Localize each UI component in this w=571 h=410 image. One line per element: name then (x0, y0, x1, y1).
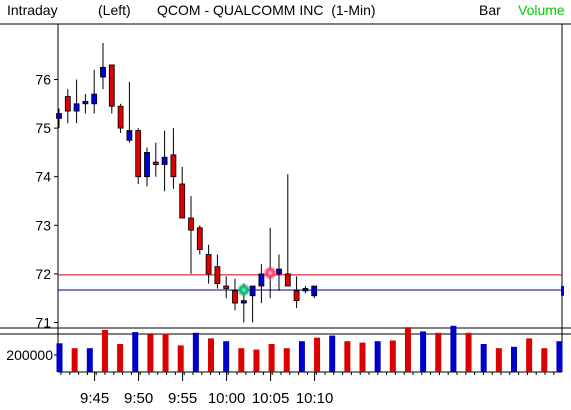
candle-body (284, 273, 291, 287)
candle-body (82, 100, 89, 105)
volume-bar (404, 327, 411, 372)
candle-body (179, 183, 186, 219)
x-tick-label: 9:45 (80, 390, 109, 407)
candle-body (249, 285, 256, 297)
candle-body (161, 156, 168, 165)
volume-bar (450, 325, 457, 372)
volume-bar (389, 340, 396, 372)
volume-bar (101, 330, 108, 372)
volume-bar (132, 332, 139, 372)
volume-bar (268, 344, 275, 372)
candle-body (56, 113, 62, 119)
volume-bar (208, 338, 214, 372)
candle-body (205, 254, 212, 275)
marker-dot (263, 265, 278, 280)
y-tick-label: 72 (35, 266, 51, 282)
candle-body (223, 285, 230, 289)
candle-body (188, 217, 194, 231)
x-tick-label: 9:50 (124, 390, 153, 407)
volume-bar (541, 348, 548, 372)
y-tick-label: 73 (35, 217, 51, 233)
volume-bar (253, 349, 260, 372)
x-tick-label: 9:55 (168, 390, 197, 407)
x-tick-label: 10:00 (208, 390, 246, 407)
marker-dot (236, 282, 251, 297)
candle-body (561, 286, 564, 296)
volume-bar (283, 348, 290, 372)
volume-bar (511, 346, 517, 372)
x-tick-label: 10:05 (252, 390, 290, 407)
candle-body (152, 161, 159, 165)
candle-body (100, 66, 106, 78)
volume-toggle-label[interactable]: Volume (518, 2, 565, 18)
candle-body (117, 105, 124, 129)
candle-body (135, 130, 142, 178)
candle-body (232, 290, 238, 304)
candle-body (126, 130, 133, 141)
volume-bar (192, 332, 199, 372)
volume-bar (526, 338, 533, 372)
interval-label: Intraday (7, 2, 58, 18)
volume-bar (556, 341, 563, 372)
volume-bar (177, 345, 184, 372)
volume-bar (298, 341, 305, 372)
candle-body (170, 154, 177, 178)
candle-body (108, 64, 115, 107)
volume-bar (117, 344, 124, 372)
y-tick-label: 75 (35, 120, 51, 136)
candle-body (214, 266, 221, 285)
volume-bar (162, 333, 169, 372)
volume-bar (71, 348, 78, 372)
volume-bar (238, 348, 245, 372)
volume-bar (359, 342, 366, 372)
volume-bar (374, 341, 381, 372)
candle-body (293, 290, 300, 302)
volume-bar (420, 331, 427, 372)
bar-type-label[interactable]: Bar (479, 2, 501, 18)
candle-body (144, 151, 150, 178)
volume-bar (495, 348, 502, 372)
candle-body (73, 103, 80, 112)
volume-bar (435, 332, 442, 372)
x-tick-label: 10:10 (296, 390, 334, 407)
volume-bar (314, 337, 321, 372)
candle-body (258, 273, 265, 287)
candle-body (276, 268, 282, 275)
volume-bar (344, 341, 351, 372)
volume-bar (86, 348, 93, 372)
chart-header: Intraday (Left) QCOM - QUALCOMM INC (1-M… (0, 0, 571, 24)
candle-body (64, 96, 71, 112)
volume-bar (56, 343, 63, 372)
candle-body (240, 300, 247, 304)
candle-body (311, 285, 318, 297)
symbol-title: QCOM - QUALCOMM INC (1-Min) (157, 2, 376, 18)
y-tick-label: 71 (35, 315, 51, 331)
y-tick-label: 76 (35, 72, 51, 88)
candle-body (196, 227, 203, 250)
volume-bar (480, 344, 487, 372)
volume-bar (223, 341, 230, 372)
candle-body (91, 93, 98, 105)
volume-tick-label: 200000 (6, 347, 53, 363)
y-tick-label: 74 (35, 169, 51, 185)
volume-bar (329, 335, 336, 372)
volume-bar (465, 332, 472, 372)
volume-bar (147, 334, 154, 372)
axis-side-label: (Left) (98, 2, 131, 18)
candle-body (302, 288, 309, 292)
